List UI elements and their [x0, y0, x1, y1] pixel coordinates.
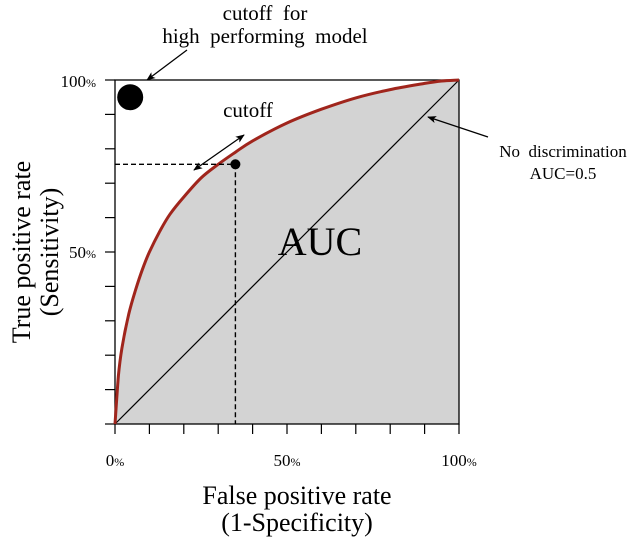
- x-axis-title-line2: (1-Specificity): [221, 508, 373, 537]
- ideal-cutoff-arrow: [146, 49, 188, 81]
- x-axis-title-line1: False positive rate: [202, 481, 391, 510]
- cutoff-double-arrow: [193, 134, 245, 171]
- x-tick-label-50: 50%: [274, 451, 301, 470]
- no-discrimination-line: [114, 79, 460, 425]
- cutoff-label: cutoff: [223, 98, 273, 122]
- cutoff-point: [230, 159, 241, 170]
- ideal-cutoff-point: [117, 84, 144, 111]
- y-tick-label-100: 100%: [61, 72, 97, 91]
- y-axis-title-line2: (Sensitivity): [35, 188, 64, 317]
- x-tick-label-0: 0%: [106, 451, 125, 470]
- y-tick-label-50: 50%: [69, 243, 96, 262]
- no-discrimination-label-line2: AUC=0.5: [530, 164, 597, 183]
- no-discrimination-arrow: [427, 116, 489, 138]
- y-axis-title-line1: True positive rate: [7, 161, 36, 343]
- y-axis-ticks: [105, 79, 115, 425]
- ideal-cutoff-label-line1: cutoff for: [223, 1, 308, 25]
- roc-curve: [113, 78, 460, 425]
- x-axis-ticks: [114, 424, 460, 434]
- no-discrimination-label-line1: No discrimination: [499, 142, 627, 161]
- auc-label: AUC: [278, 219, 362, 264]
- ideal-cutoff-label-line2: high performing model: [162, 24, 367, 48]
- x-tick-label-100: 100%: [441, 451, 477, 470]
